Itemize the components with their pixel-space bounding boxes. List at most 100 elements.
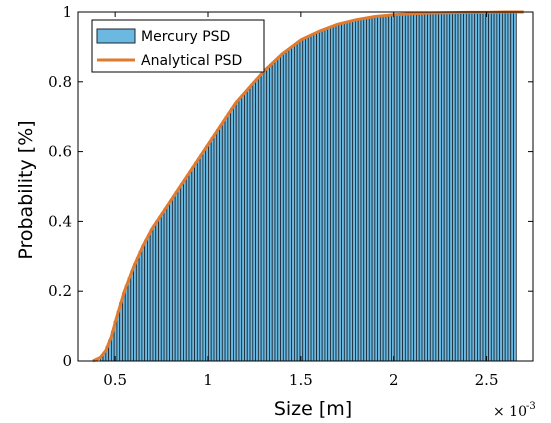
bar xyxy=(371,16,376,362)
bar xyxy=(468,11,473,362)
bar xyxy=(185,174,190,362)
bar xyxy=(352,19,356,362)
bar xyxy=(169,199,173,362)
bar xyxy=(513,11,517,362)
bar xyxy=(449,12,453,362)
bar xyxy=(377,15,381,362)
bar xyxy=(213,133,218,362)
bar xyxy=(227,112,232,362)
bar xyxy=(138,251,143,362)
bar xyxy=(341,22,345,362)
bar xyxy=(291,45,295,362)
bar xyxy=(316,31,320,362)
bar xyxy=(244,91,248,362)
y-tick-label: 0.2 xyxy=(48,282,72,300)
legend: Mercury PSD Analytical PSD xyxy=(91,19,265,73)
bar xyxy=(343,21,348,362)
x-exponent-base: × 10 xyxy=(493,404,527,420)
x-tick-label: 1 xyxy=(203,371,213,389)
bar xyxy=(327,27,331,362)
bar xyxy=(402,13,406,362)
bar xyxy=(438,12,442,362)
bar xyxy=(474,11,478,362)
legend-label-analytical-psd: Analytical PSD xyxy=(141,53,242,69)
bar xyxy=(441,12,445,362)
bar xyxy=(147,234,151,362)
bar xyxy=(346,21,351,362)
bar xyxy=(410,13,415,362)
bar xyxy=(388,14,392,362)
bar xyxy=(233,103,237,362)
y-tick-label: 0.4 xyxy=(48,212,72,230)
bar xyxy=(149,229,154,362)
bar xyxy=(324,28,329,362)
bar xyxy=(260,72,265,362)
bar xyxy=(266,66,270,362)
x-tick-label: 0.5 xyxy=(103,371,127,389)
bar xyxy=(479,11,484,362)
bar xyxy=(302,37,306,362)
bar xyxy=(219,124,223,362)
bar xyxy=(249,84,254,362)
y-axis-ticks: 0 0.2 0.4 0.6 0.8 1 xyxy=(48,3,533,370)
bar xyxy=(252,81,256,362)
bar xyxy=(432,12,437,362)
bar xyxy=(144,239,148,362)
bar xyxy=(246,87,251,362)
bar xyxy=(413,13,417,362)
bar xyxy=(274,59,279,362)
bar xyxy=(177,187,182,362)
bar xyxy=(296,41,301,362)
bar xyxy=(160,212,165,362)
bar xyxy=(166,204,171,362)
x-tick-label: 1.5 xyxy=(289,371,313,389)
bar xyxy=(183,178,187,362)
bar xyxy=(216,128,220,362)
x-exponent: × 10 -3 xyxy=(493,401,536,420)
x-axis-label: Size [m] xyxy=(274,398,352,420)
bar xyxy=(158,216,162,362)
bar xyxy=(460,12,464,362)
bar xyxy=(446,12,451,362)
bar xyxy=(374,16,379,362)
bar xyxy=(471,11,476,362)
x-tick-label: 2.5 xyxy=(475,371,499,389)
bar xyxy=(366,17,370,362)
bar xyxy=(152,224,157,362)
bar xyxy=(443,12,448,362)
bar xyxy=(310,34,315,362)
bar xyxy=(163,208,168,362)
bar xyxy=(368,16,373,362)
bar xyxy=(208,141,212,362)
bar xyxy=(224,116,229,362)
bar xyxy=(191,166,195,362)
bar xyxy=(199,153,204,362)
analytical-psd-line xyxy=(92,10,524,363)
bar xyxy=(510,11,514,362)
bar xyxy=(321,29,326,362)
bar xyxy=(269,64,273,362)
y-tick-label: 0 xyxy=(62,352,72,370)
bar xyxy=(241,94,245,362)
bar xyxy=(257,75,262,362)
bar xyxy=(488,11,492,362)
bar xyxy=(360,18,365,362)
bar xyxy=(382,15,387,362)
bar xyxy=(255,78,259,362)
bar xyxy=(357,18,362,362)
bar xyxy=(299,39,304,362)
bar xyxy=(385,14,390,362)
bar xyxy=(119,302,123,362)
bar xyxy=(263,69,268,362)
bar xyxy=(465,11,470,362)
bar xyxy=(391,14,395,362)
bar xyxy=(171,195,176,362)
bar xyxy=(477,11,481,362)
bar xyxy=(504,11,509,362)
bar xyxy=(282,51,287,362)
bar xyxy=(141,244,146,362)
bar xyxy=(399,13,403,362)
bar xyxy=(490,11,495,362)
bar xyxy=(349,20,354,362)
